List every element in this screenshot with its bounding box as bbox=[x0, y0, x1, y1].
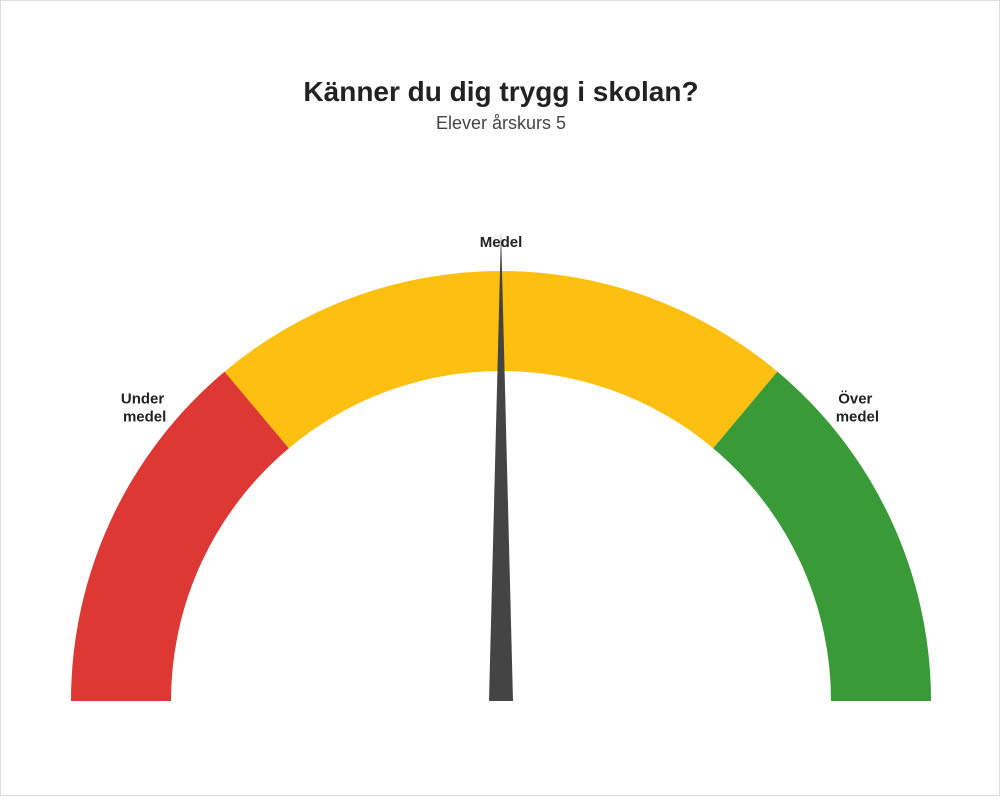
chart-frame: Känner du dig trygg i skolan? Elever års… bbox=[0, 0, 1000, 796]
gauge-segment-2 bbox=[713, 372, 931, 701]
gauge-chart: Känner du dig trygg i skolan? Elever års… bbox=[1, 1, 1000, 797]
chart-title: Känner du dig trygg i skolan? bbox=[303, 76, 698, 107]
gauge-segment-0 bbox=[71, 372, 289, 701]
gauge-label-right: Över medel bbox=[836, 390, 879, 425]
gauge-label-left: Under medel bbox=[121, 390, 169, 425]
chart-subtitle: Elever årskurs 5 bbox=[436, 113, 566, 133]
